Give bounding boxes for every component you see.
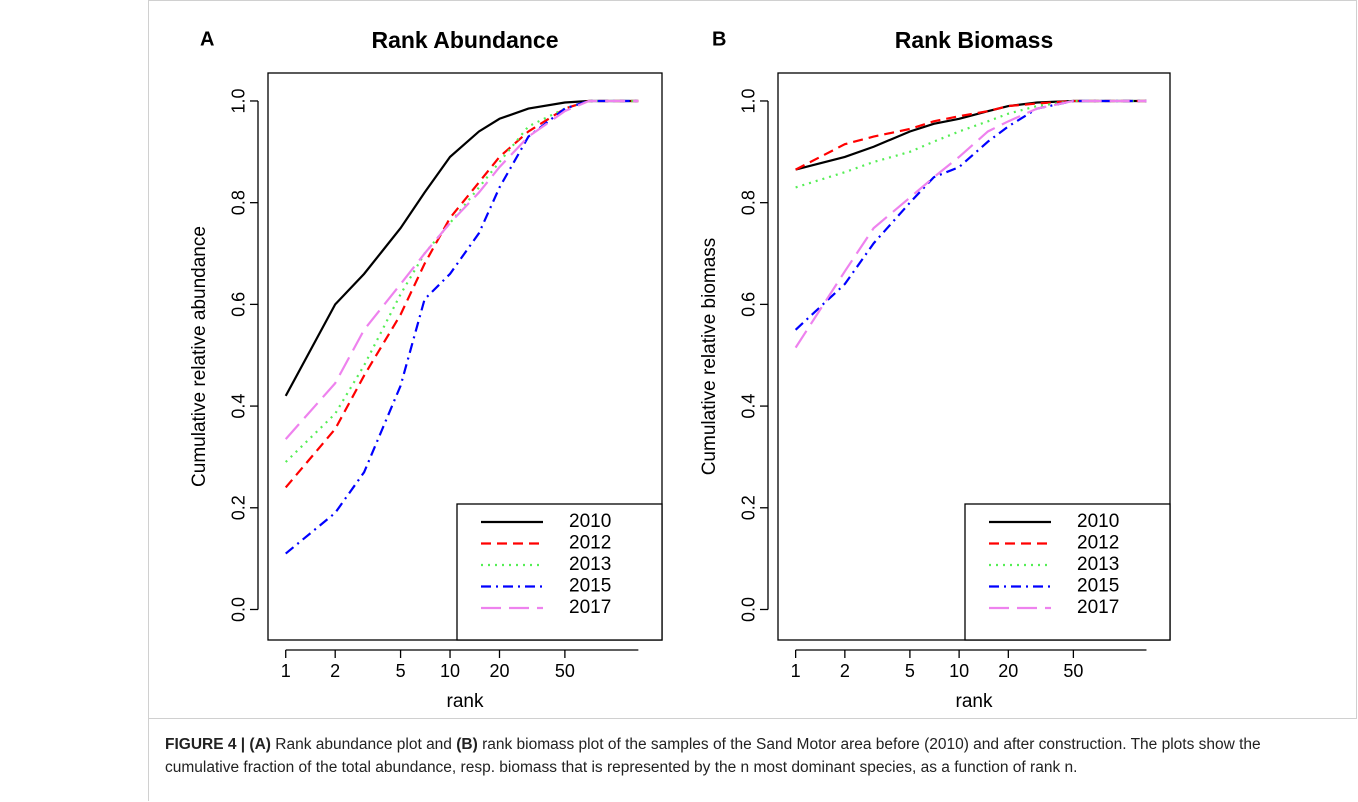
x-tick-label: 10 xyxy=(949,661,969,681)
x-tick-label: 5 xyxy=(905,661,915,681)
legend-frame xyxy=(456,503,663,641)
y-tick-label: 0.2 xyxy=(229,495,249,520)
series-line xyxy=(795,99,1147,171)
caption-bold: FIGURE 4 | (A) xyxy=(165,736,271,753)
legend-label: 2013 xyxy=(1077,554,1119,575)
x-tick-label: 10 xyxy=(440,661,460,681)
caption-bold: (B) xyxy=(456,736,478,753)
x-tick-label: 2 xyxy=(330,661,340,681)
y-axis-label: Cumulative relative biomass xyxy=(699,238,720,476)
chart-title: Rank Biomass xyxy=(895,27,1054,53)
caption-text: Rank abundance plot and xyxy=(270,736,457,753)
series-line xyxy=(285,99,639,555)
x-tick-label: 20 xyxy=(489,661,509,681)
x-tick-label: 50 xyxy=(555,661,575,681)
figure-frame xyxy=(148,0,1357,719)
y-tick-label: 0.6 xyxy=(229,292,249,317)
chart: A Rank Abundance rank Cumulative relative a… xyxy=(189,27,663,712)
series-line xyxy=(794,99,1147,331)
chart-title: Rank Abundance xyxy=(371,27,558,53)
legend-label: 2010 xyxy=(569,511,611,532)
caption-text: rank biomass plot of the samples of the … xyxy=(165,736,1261,776)
x-tick-label: 2 xyxy=(840,661,850,681)
y-tick-label: 0.4 xyxy=(229,394,249,419)
y-tick-label: 1.0 xyxy=(229,88,249,113)
series-line xyxy=(284,99,639,397)
legend-frame xyxy=(964,503,1171,641)
panel-label: A xyxy=(200,28,214,50)
y-tick-label: 1.0 xyxy=(739,88,759,113)
legend-label: 2012 xyxy=(569,533,611,554)
series-line xyxy=(284,99,639,489)
x-tick-label: 5 xyxy=(396,661,406,681)
y-tick-label: 0.2 xyxy=(739,495,759,520)
y-tick-label: 0.8 xyxy=(229,190,249,215)
legend-label: 2010 xyxy=(1077,511,1119,532)
y-tick-label: 0.0 xyxy=(229,597,249,622)
caption: FIGURE 4 | (A) Rank abundance plot and (… xyxy=(165,733,1335,779)
panel-label: B xyxy=(712,28,726,50)
series-line xyxy=(284,99,639,463)
y-tick-label: 0.8 xyxy=(739,190,759,215)
legend-label: 2013 xyxy=(569,554,611,575)
legend-label: 2015 xyxy=(1077,576,1119,597)
series-line xyxy=(284,99,639,440)
x-axis-label: rank xyxy=(447,691,484,712)
y-axis-label: Cumulative relative abundance xyxy=(189,226,210,487)
y-tick-label: 0.4 xyxy=(739,394,759,419)
x-tick-label: 50 xyxy=(1063,661,1083,681)
chart: B Rank Biomass rank Cumulative relative bio… xyxy=(699,27,1171,712)
legend-label: 2017 xyxy=(1077,597,1119,618)
legend-label: 2015 xyxy=(569,576,611,597)
series-line xyxy=(795,99,1147,189)
x-tick-label: 20 xyxy=(998,661,1018,681)
y-tick-label: 0.6 xyxy=(739,292,759,317)
legend-label: 2017 xyxy=(569,597,611,618)
x-axis-label: rank xyxy=(956,691,993,712)
legend-label: 2012 xyxy=(1077,533,1119,554)
series-line xyxy=(794,99,1147,349)
x-tick-label: 1 xyxy=(791,661,801,681)
y-tick-label: 0.0 xyxy=(739,597,759,622)
x-tick-label: 1 xyxy=(281,661,291,681)
series-line xyxy=(795,99,1147,171)
